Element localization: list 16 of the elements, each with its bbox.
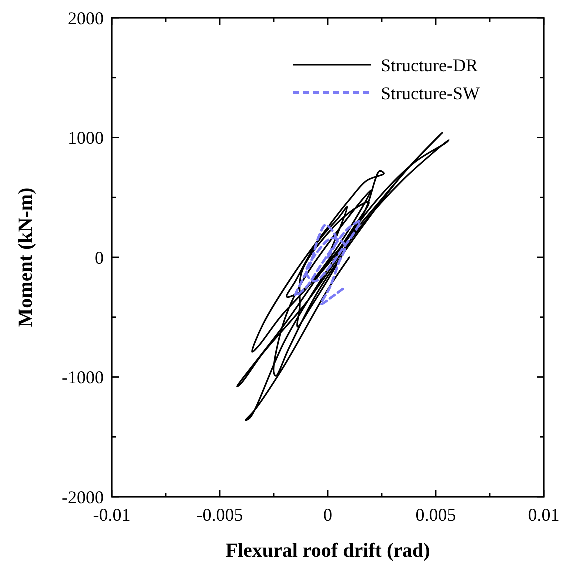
x-tick-label: -0.005 bbox=[196, 505, 244, 525]
y-tick-label: 1000 bbox=[68, 128, 104, 148]
y-axis-title: Moment (kN-m) bbox=[15, 188, 37, 328]
legend-label: Structure-SW bbox=[381, 83, 480, 104]
y-tick-label: -1000 bbox=[62, 368, 104, 388]
x-tick-label: 0 bbox=[324, 505, 332, 525]
y-tick-label: -2000 bbox=[62, 487, 104, 508]
x-tick-label: 0.01 bbox=[528, 505, 560, 525]
x-axis-title: Flexural roof drift (rad) bbox=[226, 540, 430, 562]
line-series bbox=[236, 132, 450, 422]
x-tick-label: -0.01 bbox=[93, 505, 131, 525]
line-series bbox=[294, 220, 362, 306]
y-tick-label: 0 bbox=[95, 248, 104, 268]
legend-label: Structure-DR bbox=[381, 55, 478, 76]
x-tick-label: 0.005 bbox=[416, 505, 456, 525]
y-tick-label: 2000 bbox=[68, 8, 104, 28]
